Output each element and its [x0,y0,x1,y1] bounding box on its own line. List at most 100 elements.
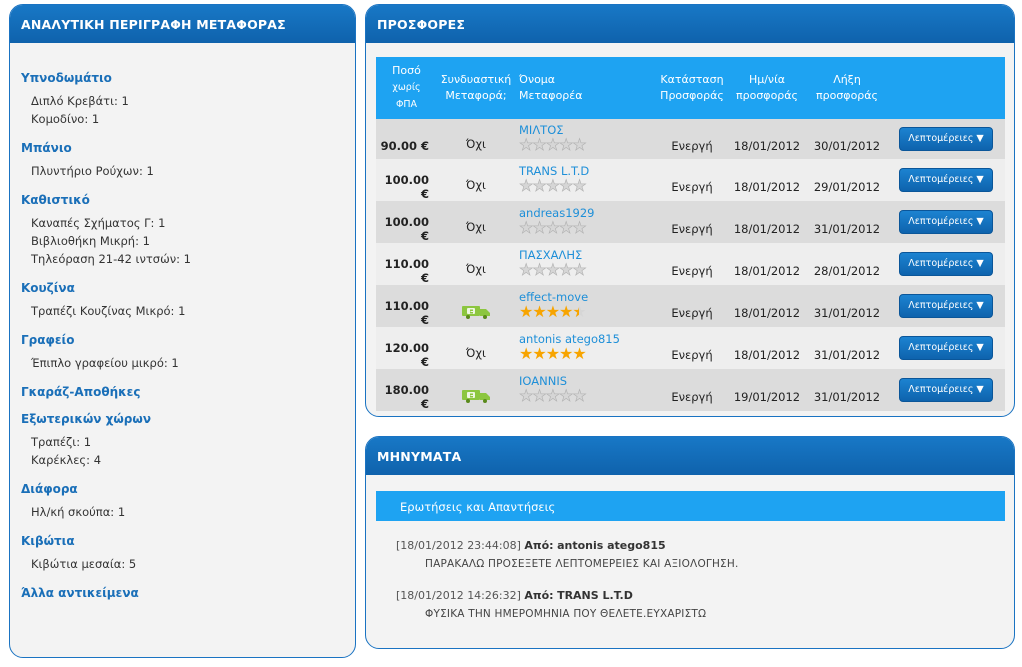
offer-combined: Όχι [437,119,515,159]
details-button[interactable]: Λεπτομέρειες ▼ [899,210,993,234]
offer-actions: Λεπτομέρειες ▼ [887,159,1005,201]
offer-actions: Λεπτομέρειες ▼ [887,369,1005,411]
star-empty-icon: ★ [532,259,547,279]
offer-expiry: 31/01/2012 [807,369,887,411]
details-button[interactable]: Λεπτομέρειες ▼ [899,336,993,360]
offer-actions: Λεπτομέρειες ▼ [887,243,1005,285]
star-filled-icon: ★ [572,343,586,363]
offer-row: 110.00 € Όχι ΠΑΣΧΑΛΗΣ ★★★★★ Ενεργή 18/01… [376,243,1005,285]
carrier-link[interactable]: IOANNIS [519,373,568,388]
offer-price: 110.00 € [376,243,437,285]
star-empty-icon: ★ [545,259,560,279]
category-block: Κουζίνα Τραπέζι Κουζίνας Μικρό: 1 [10,281,355,320]
star-empty-icon: ★ [545,175,560,195]
category-list: Υπνοδωμάτιο Διπλό Κρεβάτι: 1 Κομοδίνο: 1 Μπ… [10,43,355,600]
category-block: Καθιστικό Καναπές Σχήματος Γ: 1 Βιβλιοθήκη… [10,193,355,268]
details-button[interactable]: Λεπτομέρειες ▼ [899,168,993,192]
combined-value: Όχι [466,262,486,276]
category-title: Γραφείο [21,333,75,347]
category-block: Γκαράζ-Αποθήκες [10,385,355,399]
offer-status: Ενεργή [657,201,727,243]
offer-date: 18/01/2012 [727,327,807,369]
col-header-date: Ημ/νία προσφοράς [727,57,807,119]
category-title: Κουζίνα [21,281,75,295]
carrier-rating: ★★★★★ [519,385,657,405]
carrier-rating: ★★★★★ [519,301,657,321]
category-block: Γραφείο Έπιπλο γραφείου μικρό: 1 [10,333,355,372]
star-filled-icon: ★ [545,343,560,363]
item-quantity: 4 [93,453,102,467]
category-item: Τραπέζι Κουζίνας Μικρό: 1 [31,302,355,320]
offer-date: 19/01/2012 [727,369,807,411]
item-label: Κιβώτια μεσαία: [31,557,126,571]
item-quantity: 1 [142,234,150,248]
star-empty-icon: ★ [532,134,547,154]
item-label: Καρέκλες: [31,453,91,467]
offer-row: 100.00 € Όχι TRANS L.T.D ★★★★★ Ενεργή 18… [376,159,1005,201]
category-title: Καθιστικό [21,193,90,207]
category-block: Άλλα αντικείμενα [10,586,355,600]
offer-expiry: 28/01/2012 [807,243,887,285]
offers-header-row: Ποσό χωρίς ΦΠΑ Συνδυαστική Μεταφορά; Όνο… [376,57,1005,119]
star-empty-icon: ★ [559,385,574,405]
category-title: Κιβώτια [21,534,75,548]
category-item: Κιβώτια μεσαία: 5 [31,555,355,573]
message-sender: TRANS L.T.D [557,589,633,602]
message-timestamp: [18/01/2012 23:44:08] [396,539,521,552]
offers-panel: ΠΡΟΣΦΟΡΕΣ Ποσό χωρίς ΦΠΑ Συνδυαστική Μετ… [365,4,1015,417]
star-empty-icon: ★ [572,259,587,279]
carrier-link[interactable]: ΠΑΣΧΑΛΗΣ [519,247,583,262]
combined-transport-truck-icon [461,303,491,319]
details-button[interactable]: Λεπτομέρειες ▼ [899,252,993,276]
star-empty-icon: ★ [572,385,587,405]
offer-row: 90.00 € Όχι ΜΙΛΤΟΣ ★★★★★ Ενεργή 18/01/20… [376,119,1005,159]
offer-combined [437,369,515,411]
item-label: Διπλό Κρεβάτι: [31,94,118,108]
item-quantity: 1 [146,164,154,178]
category-title: Υπνοδωμάτιο [21,71,112,85]
offer-combined: Όχι [437,201,515,243]
details-button[interactable]: Λεπτομέρειες ▼ [899,378,993,402]
qa-tab[interactable]: Ερωτήσεις και Απαντήσεις [376,491,1005,521]
carrier-link[interactable]: ΜΙΛΤΟΣ [519,122,564,137]
offer-date: 18/01/2012 [727,201,807,243]
star-empty-icon: ★ [572,217,587,237]
category-title: Μπάνιο [21,141,72,155]
offer-carrier: antonis atego815 ★★★★★ [515,327,657,369]
star-empty-icon: ★ [559,175,574,195]
carrier-rating: ★★★★★ [519,259,657,279]
messages-panel: ΜΗΝΥΜΑΤΑ Ερωτήσεις και Απαντήσεις [18/01… [365,436,1015,649]
carrier-link[interactable]: antonis atego815 [519,331,620,346]
item-quantity: 1 [91,112,100,126]
offer-status: Ενεργή [657,159,727,201]
offer-expiry: 31/01/2012 [807,327,887,369]
offer-price: 90.00 € [376,119,437,159]
col-header-actions [887,57,1005,119]
transport-description-title: ΑΝΑΛΥΤΙΚΗ ΠΕΡΙΓΡΑΦΗ ΜΕΤΑΦΟΡΑΣ [10,5,355,43]
item-quantity: 1 [83,435,92,449]
offer-date: 18/01/2012 [727,159,807,201]
offer-price: 120.00 € [376,327,437,369]
item-quantity: 5 [128,557,137,571]
offer-expiry: 31/01/2012 [807,285,887,327]
star-filled-icon: ★ [545,301,560,321]
star-empty-icon: ★ [559,259,574,279]
combined-value: Όχι [466,137,486,151]
star-empty-icon: ★ [559,217,574,237]
combined-value: Όχι [466,220,486,234]
item-label: Βιβλιοθήκη Μικρή: [31,234,139,248]
details-button[interactable]: Λεπτομέρειες ▼ [899,294,993,318]
item-label: Τραπέζι: [31,435,81,449]
category-title: Άλλα αντικείμενα [21,586,139,600]
offer-row: 180.00 € IOANNIS ★★★★★ Ενεργή 19/01/2012… [376,369,1005,411]
offer-row: 120.00 € Όχι antonis atego815 ★★★★★ Ενερ… [376,327,1005,369]
star-half-icon: ★ [572,301,586,321]
carrier-link[interactable]: TRANS L.T.D [519,163,590,178]
message-item: [18/01/2012 23:44:08] Από: antonis atego… [396,539,739,570]
col-header-carrier: Όνομα Μεταφορέα [515,57,657,119]
carrier-link[interactable]: effect-move [519,289,589,304]
col-header-expiry: Λήξη προσφοράς [807,57,887,119]
details-button[interactable]: Λεπτομέρειες ▼ [899,127,993,151]
offer-actions: Λεπτομέρειες ▼ [887,201,1005,243]
carrier-link[interactable]: andreas1929 [519,205,595,220]
